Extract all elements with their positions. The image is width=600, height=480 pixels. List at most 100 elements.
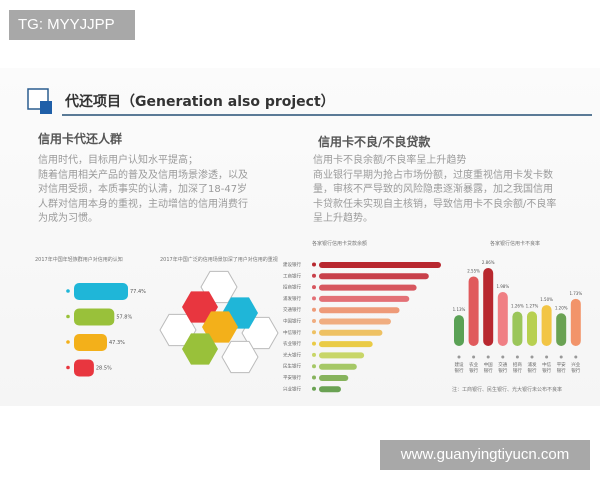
chart3-category: 浦发银行 bbox=[283, 295, 301, 302]
left-body: 信用时代，目标用户认知水平提高； 随着信用相关产品的普及及信用场景渗透，以及 对… bbox=[38, 155, 248, 225]
chart4-value: 1.20% bbox=[555, 305, 568, 310]
chart4-category: 建设 bbox=[455, 361, 464, 368]
chart4-category: 平安 bbox=[557, 361, 566, 368]
chart4-dot bbox=[515, 355, 519, 359]
chart3-category: 农业银行 bbox=[283, 340, 301, 347]
chart4-dot bbox=[559, 355, 563, 359]
chart4-value: 1.98% bbox=[496, 284, 509, 289]
chart3-bar bbox=[319, 262, 441, 268]
chart3-dot bbox=[312, 364, 316, 369]
chart4-category: 招商 bbox=[513, 361, 522, 368]
chart4-category: 银行 bbox=[455, 367, 464, 374]
chart4-bar bbox=[483, 268, 494, 346]
chart4-dot bbox=[472, 355, 476, 359]
chart4-bar bbox=[512, 311, 523, 346]
chart4-category: 农业 bbox=[469, 361, 478, 368]
chart4-bar bbox=[497, 292, 508, 346]
chart4-category: 银行 bbox=[498, 367, 507, 374]
chart4-dot bbox=[457, 355, 461, 359]
chart4-dot bbox=[574, 355, 578, 359]
chart3-category: 招商银行 bbox=[283, 284, 301, 291]
chart4-value: 2.55% bbox=[467, 268, 480, 273]
chart3-title: 各家银行信用卡贷款余额 bbox=[312, 241, 368, 247]
chart1-bar bbox=[74, 359, 94, 377]
chart3-bar bbox=[319, 363, 357, 370]
chart3-category: 光大银行 bbox=[283, 351, 301, 358]
chart1-bar bbox=[74, 308, 115, 326]
chart3-bar bbox=[319, 341, 373, 348]
chart4-bar bbox=[468, 276, 479, 346]
chart2-title: 2017年中国广泛的信用场景加深了用户对信用的重视 bbox=[160, 257, 278, 263]
chart4-bar bbox=[527, 311, 537, 346]
chart4-category: 银行 bbox=[484, 367, 493, 374]
watermark-bottom: www.guanyingtiyucn.com bbox=[380, 440, 590, 470]
chart3-dot bbox=[312, 319, 316, 323]
hex-outline bbox=[221, 340, 259, 374]
chart4-bar bbox=[454, 315, 464, 346]
chart1-dot bbox=[66, 365, 70, 370]
chart3-category: 民生银行 bbox=[283, 363, 301, 370]
chart3-category: 建设银行 bbox=[283, 261, 301, 268]
chart3-dot bbox=[312, 352, 316, 357]
chart4-bar bbox=[541, 305, 552, 346]
chart1-value: 47.3% bbox=[109, 340, 125, 346]
left-heading: 信用卡代还人群 bbox=[38, 132, 123, 146]
chart3-bar bbox=[319, 318, 391, 325]
chart3-bar bbox=[319, 273, 429, 280]
hex-green bbox=[182, 333, 218, 365]
chart4-value: 1.13% bbox=[453, 307, 466, 312]
chart4-category: 银行 bbox=[513, 367, 522, 374]
chart4-value: 1.26% bbox=[511, 304, 524, 309]
chart4-value: 2.86% bbox=[482, 260, 495, 265]
chart3-dot bbox=[312, 262, 316, 267]
chart4-note: 注：工商银行、民生银行、光大银行未公布不良率 bbox=[452, 387, 563, 393]
chart3-category: 工商银行 bbox=[283, 272, 301, 279]
chart4-value: 1.50% bbox=[540, 297, 553, 302]
chart4-bar bbox=[556, 313, 567, 346]
chart3-bar bbox=[319, 386, 341, 393]
chart4-dot bbox=[545, 355, 549, 359]
chart4-category: 浦发 bbox=[528, 361, 537, 368]
chart3-dot bbox=[312, 296, 316, 301]
chart3-dot bbox=[312, 285, 316, 290]
chart1-bar bbox=[74, 283, 128, 300]
chart4-value: 1.73% bbox=[569, 291, 582, 296]
chart3-bar bbox=[319, 295, 410, 302]
title-square-icon bbox=[27, 88, 52, 114]
hex-orange bbox=[202, 311, 238, 343]
chart3-category: 交通银行 bbox=[283, 306, 301, 313]
chart4-category: 银行 bbox=[542, 367, 551, 374]
chart4-dot bbox=[501, 355, 505, 359]
hex-outline bbox=[241, 316, 279, 350]
watermark-top: TG: MYYJJPP bbox=[9, 10, 135, 40]
chart4-category: 银行 bbox=[557, 367, 566, 374]
chart4-dot bbox=[530, 355, 534, 359]
chart1-value: 57.8% bbox=[116, 315, 132, 321]
slide: 代还项目（Generation also project） 信用卡代还人群 信用… bbox=[0, 68, 600, 406]
chart3-dot bbox=[312, 273, 316, 278]
chart4-category: 银行 bbox=[571, 367, 580, 374]
chart3-category: 中信银行 bbox=[283, 329, 301, 336]
chart3-dot bbox=[312, 341, 316, 346]
chart3-bar bbox=[319, 375, 349, 381]
chart4-bar bbox=[570, 298, 581, 346]
chart1-title: 2017年中国年轻族群用户对信用的认知 bbox=[35, 257, 123, 263]
right-heading: 信用卡不良/不良贷款 bbox=[318, 135, 431, 149]
chart3-dot bbox=[312, 386, 316, 391]
chart4-title: 各家银行信用卡不良率 bbox=[490, 241, 541, 247]
chart1-dot bbox=[66, 340, 70, 344]
chart3-category: 中国银行 bbox=[283, 318, 301, 325]
title-underline bbox=[62, 114, 592, 116]
chart4-category: 银行 bbox=[469, 367, 478, 374]
right-body: 信用卡不良余额/不良率呈上升趋势 商业银行早期为抢占市场份额，过度重视信用卡发卡… bbox=[313, 155, 557, 225]
chart4-value: 1.27% bbox=[526, 303, 539, 308]
chart1-bar bbox=[74, 334, 107, 351]
chart4-category: 中信 bbox=[542, 361, 551, 368]
chart3-bar bbox=[319, 352, 365, 359]
chart3-category: 兴业银行 bbox=[283, 385, 301, 392]
chart1-value: 28.5% bbox=[96, 366, 112, 372]
charts: 77.4%57.8%47.3%28.5%建设银行工商银行招商银行浦发银行交通银行… bbox=[66, 260, 582, 393]
chart4-category: 中国 bbox=[484, 361, 493, 368]
chart1-dot bbox=[66, 289, 70, 293]
chart3-category: 平安银行 bbox=[283, 374, 301, 381]
